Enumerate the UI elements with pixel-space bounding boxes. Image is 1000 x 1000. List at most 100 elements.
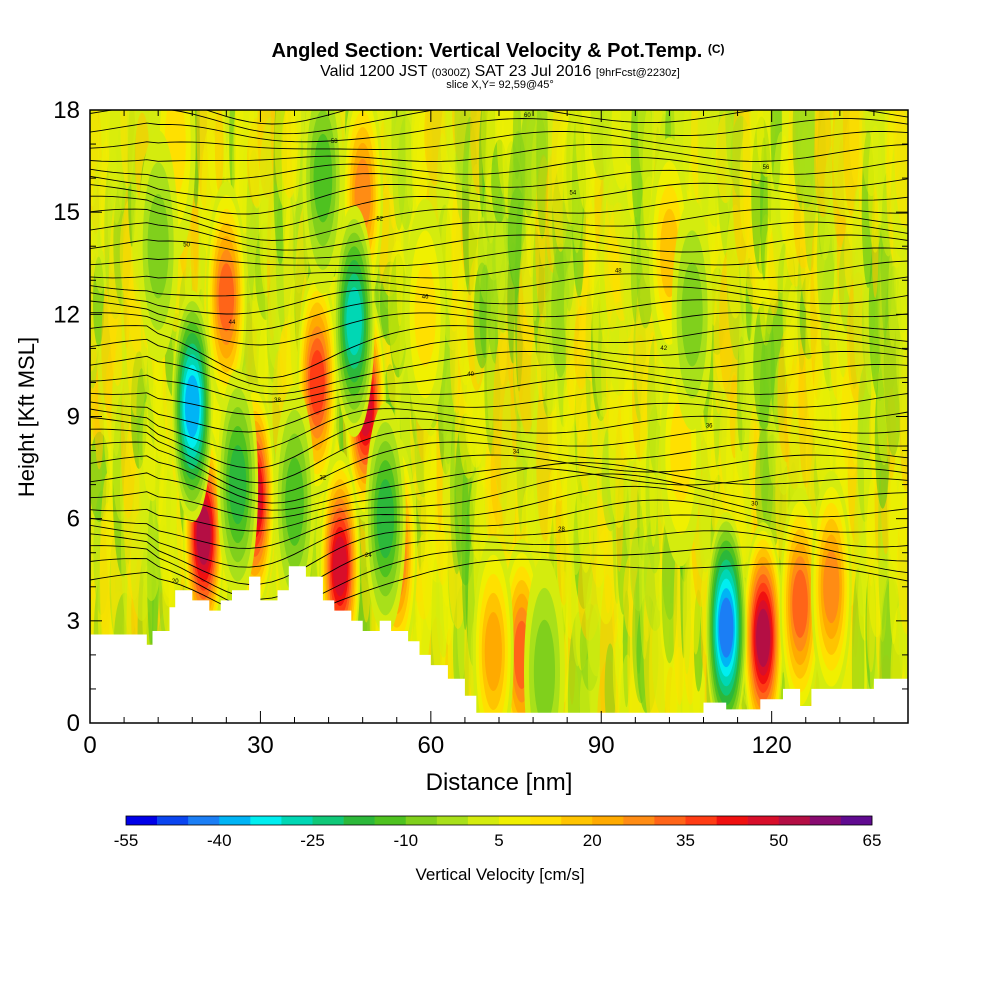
downdraft-cell — [533, 619, 556, 723]
y-tick-label: 6 — [67, 506, 80, 533]
colorbar-swatch — [778, 816, 811, 825]
velocity-streak — [512, 110, 522, 180]
isentrope-line — [90, 473, 908, 532]
colorbar-swatch — [592, 816, 624, 825]
colorbar-swatch — [716, 816, 748, 825]
isentrope-label: 44 — [229, 320, 236, 326]
y-tick-labels: 0 3 6 9 12 15 18 — [53, 97, 80, 737]
isentrope-line — [90, 195, 908, 229]
isentrope-label: 24 — [365, 553, 372, 559]
isentrope-line — [90, 402, 908, 452]
downdraft-cell — [285, 457, 304, 546]
isentrope-label: 56 — [763, 165, 770, 171]
isentrope-line — [90, 454, 908, 504]
isentrope-label: 28 — [558, 527, 565, 533]
x-tick-labels: 0 30 60 90 120 — [83, 732, 791, 759]
isentrope-line — [90, 156, 908, 180]
colorbar-tick-label: -55 — [114, 831, 139, 850]
isentrope-line — [90, 376, 908, 415]
isentrope-line — [90, 325, 908, 379]
colorbar-tick-label: 35 — [676, 831, 695, 850]
colorbar-swatch — [126, 816, 158, 825]
slice-label: slice X,Y= 92,59@45° — [446, 79, 554, 91]
x-tick-label: 90 — [588, 732, 615, 759]
colorbar-swatch — [685, 816, 717, 825]
x-tick-label: 30 — [247, 732, 274, 759]
colorbar-swatch — [374, 816, 407, 825]
chart-title-unit: (C) — [708, 42, 725, 56]
isentrope-line — [90, 110, 908, 135]
isentrope-line — [90, 389, 908, 433]
chart-subtitle: Valid 1200 JST (0300Z) SAT 23 Jul 2016 [… — [320, 63, 680, 80]
colorbar-swatch — [623, 816, 655, 825]
isentrope-line — [90, 143, 908, 162]
colorbar-swatch — [499, 816, 531, 825]
isentrope-label: 54 — [570, 191, 577, 197]
colorbar — [125, 815, 873, 826]
isentrope-label: 30 — [751, 501, 758, 507]
isentrope-line — [90, 182, 908, 215]
colorbar-swatch — [188, 816, 220, 825]
colorbar-label: Vertical Velocity [cm/s] — [415, 865, 584, 884]
isentrope-line — [90, 485, 908, 549]
isentrope-label: 20 — [172, 579, 179, 585]
y-axis-title: Height [Kft MSL] — [14, 337, 39, 497]
colorbar-tick-label: 5 — [494, 831, 503, 850]
isentrope-line — [90, 312, 908, 346]
isentrope-label: 34 — [513, 450, 520, 456]
isentrope-line — [90, 441, 908, 495]
updraft-cell — [792, 569, 808, 638]
x-tick-label: 120 — [752, 732, 792, 759]
x-tick-label: 0 — [83, 732, 96, 759]
theta-contours — [90, 110, 908, 620]
downdraft-cell — [719, 597, 734, 658]
isentrope-line — [90, 169, 908, 198]
colorbar-swatch — [281, 816, 313, 825]
isentrope-line — [90, 208, 908, 241]
isentrope-line — [90, 546, 908, 611]
colorbar-tick-labels: -55 -40 -25 -10 5 20 35 50 65 — [114, 831, 882, 850]
velocity-streak — [849, 110, 866, 188]
isentrope-label: 32 — [320, 475, 327, 481]
velocity-streak — [603, 509, 613, 614]
isentrope-line — [90, 428, 908, 484]
isentrope-label: 42 — [660, 346, 667, 352]
colorbar-swatch — [312, 816, 344, 825]
colorbar-swatch — [157, 816, 189, 825]
velocity-streak — [852, 187, 862, 313]
isentrope-line — [90, 234, 908, 259]
isentrope-label: 50 — [183, 242, 190, 248]
colorbar-swatch — [561, 816, 593, 825]
colorbar-tick-label: -40 — [207, 831, 232, 850]
colorbar-tick-label: -10 — [393, 831, 418, 850]
x-tick-label: 60 — [417, 732, 444, 759]
isentrope-line — [90, 530, 908, 600]
isentrope-label: 48 — [615, 268, 622, 274]
y-tick-label: 15 — [53, 199, 80, 226]
updraft-cell — [309, 350, 325, 415]
isentrope-line — [90, 286, 908, 315]
chart-title-text: Angled Section: Vertical Velocity & Pot.… — [271, 40, 702, 62]
plot-area: 20 24 28 30 32 34 36 38 40 42 44 46 48 50 52 54 56 58 60 — [90, 110, 908, 723]
downdraft-cell — [229, 445, 247, 525]
axis-ticks — [89, 109, 909, 724]
colorbar-swatch — [840, 816, 873, 825]
subtitle-zulu: (0300Z) — [432, 67, 471, 79]
isentrope-label: 38 — [274, 398, 281, 404]
velocity-streak — [109, 110, 125, 225]
y-tick-label: 3 — [67, 608, 80, 635]
colorbar-swatch — [250, 816, 282, 825]
subtitle-forecast: [9hrFcst@2230z] — [596, 67, 680, 79]
isentrope-label: 58 — [331, 139, 338, 145]
terrain-mask — [90, 566, 908, 723]
velocity-streak — [742, 110, 752, 247]
colorbar-swatch — [436, 816, 469, 825]
updraft-cell — [196, 506, 211, 565]
isentrope-label: 60 — [524, 113, 531, 119]
velocity-streak — [608, 301, 631, 396]
isentrope-line — [204, 110, 622, 125]
updraft-cell — [756, 608, 771, 667]
chart-title: Angled Section: Vertical Velocity & Pot.… — [271, 40, 724, 62]
colorbar-swatch — [343, 816, 375, 825]
